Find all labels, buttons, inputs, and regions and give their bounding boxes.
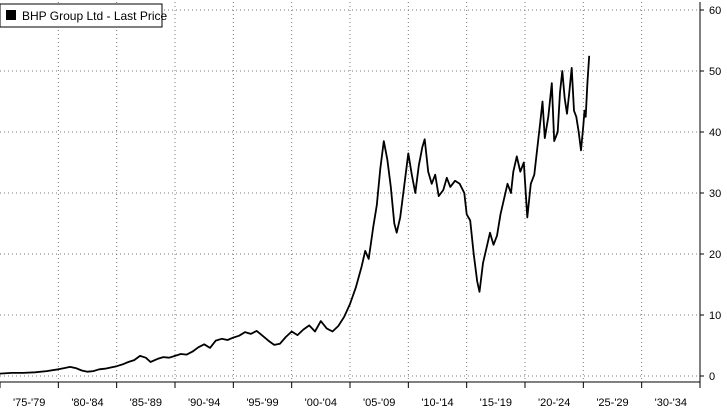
x-tick-label: '80-'84 xyxy=(71,397,103,409)
series-line-bhp xyxy=(0,55,591,375)
x-tick-label: '20-'24 xyxy=(538,397,570,409)
x-tick-label: '90-'94 xyxy=(188,397,220,409)
y-tick-label: 20 xyxy=(709,249,721,261)
y-tick-label: 40 xyxy=(709,127,721,139)
y-tick-label: 0 xyxy=(709,371,715,383)
x-tick-label: '05-'09 xyxy=(363,397,395,409)
y-tick-label: 30 xyxy=(709,188,721,200)
x-tick-label: '10-'14 xyxy=(421,397,453,409)
x-tick-label: '15-'19 xyxy=(480,397,512,409)
y-tick-label: 10 xyxy=(709,310,721,322)
x-tick-label: '95-'99 xyxy=(246,397,278,409)
x-tick-label: '00-'04 xyxy=(305,397,337,409)
legend-label: BHP Group Ltd - Last Price xyxy=(22,9,168,23)
series-lines xyxy=(0,55,591,375)
x-tick-label: '75-'79 xyxy=(13,397,45,409)
legend-box xyxy=(0,3,163,28)
legend: BHP Group Ltd - Last Price xyxy=(0,3,168,28)
x-tick-label: '85-'89 xyxy=(130,397,162,409)
y-tick-label: 50 xyxy=(709,66,721,78)
grid-lines xyxy=(0,2,700,382)
legend-swatch xyxy=(6,10,16,20)
x-tick-label: '25-'29 xyxy=(596,397,628,409)
axes: 0 10 20 30 40 50 60 '75-'79 '80-'84 '85-'89 '90-'9… xyxy=(0,2,721,409)
x-tick-label: '30-'34 xyxy=(655,397,687,409)
y-tick-label: 60 xyxy=(709,5,721,17)
